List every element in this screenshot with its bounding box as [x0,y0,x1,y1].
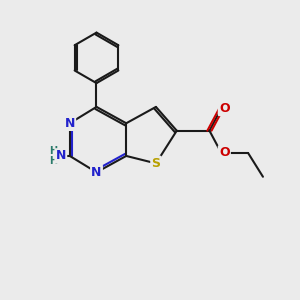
Text: S: S [152,157,160,170]
Text: H: H [49,156,58,166]
Text: N: N [56,149,66,162]
Text: H: H [49,146,58,157]
Text: O: O [219,146,230,160]
Text: N: N [64,117,75,130]
Text: O: O [219,102,230,115]
Text: N: N [91,166,102,179]
